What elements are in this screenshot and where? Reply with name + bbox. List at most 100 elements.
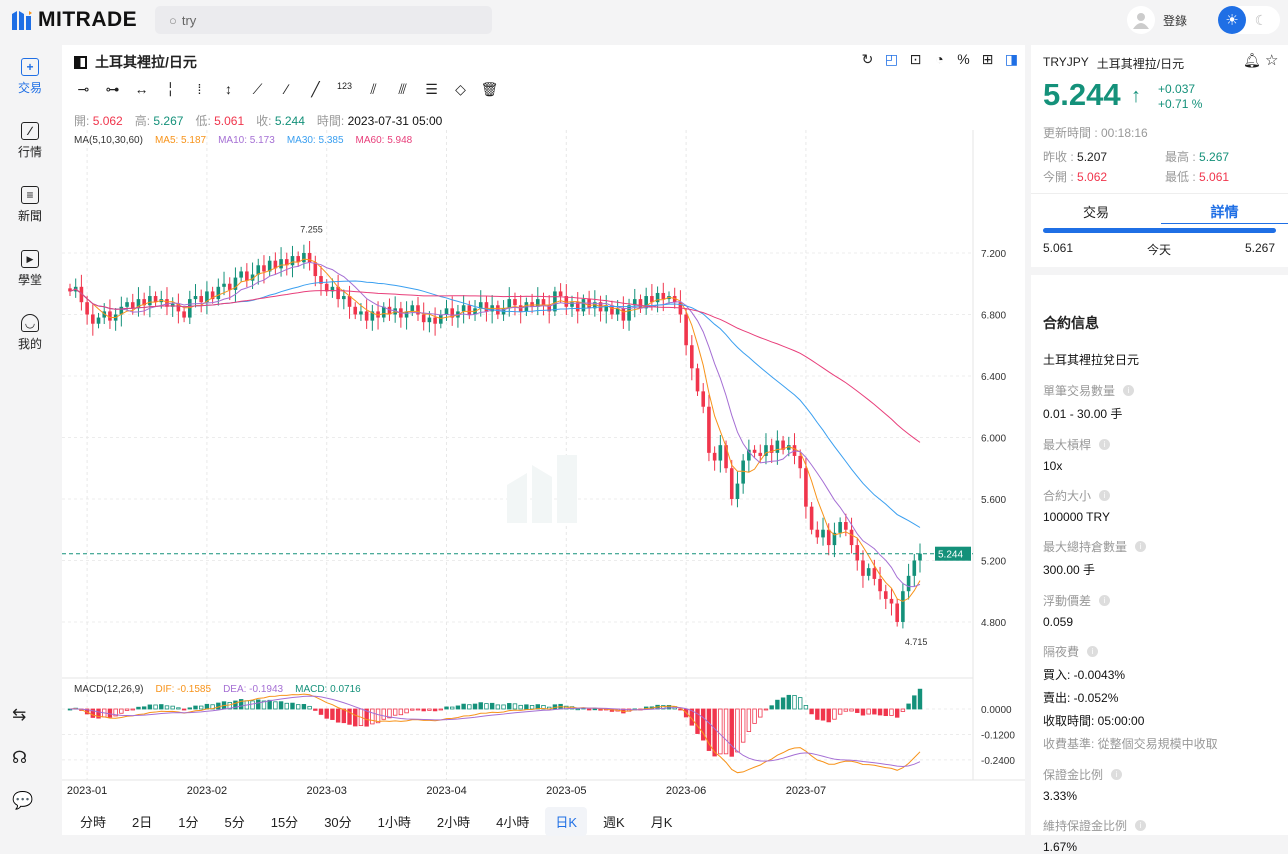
horizontal-segment-icon[interactable]: ⊶ bbox=[105, 81, 120, 97]
candle-body bbox=[872, 568, 877, 579]
sidebar-item-academy[interactable]: ▶ 學堂 bbox=[0, 237, 60, 301]
bell-icon[interactable]: 🔔︎ bbox=[1243, 52, 1261, 68]
chat-icon[interactable]: 💬 bbox=[12, 791, 34, 810]
horizontal-ray-icon[interactable]: ⊸ bbox=[77, 81, 90, 97]
period-6[interactable]: 1小時 bbox=[377, 815, 411, 830]
period-1[interactable]: 2日 bbox=[132, 815, 153, 830]
period-8[interactable]: 4小時 bbox=[496, 815, 530, 830]
login-button[interactable]: 登錄 bbox=[1127, 6, 1187, 34]
candle-body bbox=[319, 276, 323, 284]
info-icon[interactable]: i bbox=[1099, 490, 1111, 501]
macd-histogram-bar bbox=[575, 708, 580, 711]
candle-body bbox=[690, 345, 694, 369]
pie-chart-icon[interactable]: ◔ bbox=[935, 51, 944, 67]
field-label: 最大總持倉數量 bbox=[1043, 540, 1128, 554]
candle-body bbox=[79, 286, 84, 303]
period-2[interactable]: 1分 bbox=[178, 815, 199, 830]
ray-icon[interactable]: ⟋ bbox=[252, 81, 263, 97]
sidebar-item-label: 行情 bbox=[17, 145, 42, 159]
macd-histogram-bar bbox=[729, 708, 734, 757]
candle-body bbox=[125, 302, 129, 307]
candle-body bbox=[313, 262, 318, 277]
info-icon[interactable]: i bbox=[1087, 646, 1099, 657]
fibonacci-icon[interactable]: ⫻ bbox=[398, 81, 407, 97]
info-icon[interactable]: i bbox=[1099, 439, 1111, 450]
macd-histogram-bar bbox=[718, 708, 723, 755]
period-3[interactable]: 5分 bbox=[224, 815, 245, 830]
period-11[interactable]: 月K bbox=[650, 815, 673, 830]
contract-info: 合約信息 土耳其裡拉兌日元 單筆交易數量 i 0.01 - 30.00 手最大槓桿 i… bbox=[1043, 313, 1283, 854]
macd-histogram-bar bbox=[432, 708, 438, 712]
price-tick-label: 6.400 bbox=[981, 372, 1006, 383]
sun-icon[interactable]: ☀ bbox=[1218, 6, 1246, 34]
theme-toggle[interactable]: ☀ ☾ bbox=[1218, 6, 1280, 34]
candlestick-chart[interactable]: 7.200 6.800 6.400 6.000 5.600 5.200 4.800 0.000… bbox=[62, 45, 1025, 795]
star-icon[interactable]: ☆ bbox=[1265, 52, 1279, 69]
period-4[interactable]: 15分 bbox=[270, 815, 299, 830]
candle-body bbox=[410, 305, 415, 312]
candle-body bbox=[855, 545, 860, 561]
period-5[interactable]: 30分 bbox=[324, 815, 352, 830]
draw-icon[interactable]: ◰ bbox=[884, 51, 899, 67]
candle-body bbox=[632, 299, 637, 306]
sidebar-item-trade[interactable]: + 交易 bbox=[0, 45, 60, 109]
watermark-logo bbox=[507, 455, 577, 523]
period-10[interactable]: 週K bbox=[603, 815, 625, 830]
moon-icon[interactable]: ☾ bbox=[1254, 11, 1268, 28]
horizontal-line-icon[interactable]: ↔ bbox=[134, 81, 149, 97]
candle-body bbox=[119, 306, 124, 315]
trash-icon[interactable]: 🗑 bbox=[480, 81, 499, 97]
candle-body bbox=[610, 305, 614, 315]
indicator-icon[interactable]: ⊡ bbox=[909, 51, 922, 67]
macd-histogram-bar bbox=[273, 701, 278, 710]
eraser-icon[interactable]: ◇ bbox=[455, 81, 466, 97]
vertical-segment-icon[interactable]: ⁞ bbox=[197, 81, 202, 97]
search-input[interactable] bbox=[181, 12, 462, 28]
info-icon[interactable]: i bbox=[1111, 769, 1123, 780]
parallel-channel-icon[interactable]: ⫽ bbox=[370, 81, 377, 97]
candle-body bbox=[324, 283, 329, 292]
switch-icon[interactable]: ⇆ bbox=[12, 705, 27, 724]
tab-trade[interactable]: 交易 bbox=[1082, 205, 1109, 220]
refresh-icon[interactable]: ↻ bbox=[861, 51, 874, 67]
period-7[interactable]: 2小時 bbox=[436, 815, 471, 830]
macd-histogram-bar bbox=[855, 708, 860, 713]
sidebar-item-market[interactable]: ∕ 行情 bbox=[0, 109, 60, 173]
tab-details[interactable]: 詳情 bbox=[1210, 204, 1239, 220]
candle-body bbox=[581, 299, 586, 312]
info-icon[interactable]: i bbox=[1135, 541, 1147, 552]
sidebar-item-news[interactable]: ≡ 新聞 bbox=[0, 173, 60, 237]
macd-histogram-bar bbox=[769, 705, 774, 710]
time-value: 2023-07-31 05:00 bbox=[347, 114, 443, 128]
price-line-icon[interactable]: 123 bbox=[336, 81, 353, 91]
candle-body bbox=[387, 306, 392, 315]
sidebar-toggle-icon[interactable]: ◨ bbox=[1004, 51, 1019, 67]
sidebar-item-label: 交易 bbox=[17, 81, 42, 95]
percent-icon[interactable]: % bbox=[957, 51, 970, 67]
period-0[interactable]: 分時 bbox=[80, 815, 107, 830]
candle-body bbox=[216, 286, 221, 300]
price-channel-icon[interactable]: ☰ bbox=[425, 81, 438, 97]
macd-histogram-bar bbox=[341, 708, 347, 724]
period-9[interactable]: 日K bbox=[545, 807, 588, 836]
info-icon[interactable]: i bbox=[1135, 820, 1147, 831]
headset-icon[interactable]: ☊ bbox=[12, 748, 28, 767]
overnight-buy: 買入: -0.0043% bbox=[1043, 668, 1126, 682]
candle-body bbox=[267, 260, 272, 272]
sidebar-item-me[interactable]: ◡ 我的 bbox=[0, 301, 60, 365]
info-icon[interactable]: i bbox=[1123, 385, 1135, 396]
info-icon[interactable]: i bbox=[1099, 595, 1111, 606]
vertical-line-icon[interactable]: ↕ bbox=[225, 81, 232, 97]
logo[interactable]: MITRADE bbox=[10, 8, 137, 32]
panel-toggle-icon[interactable] bbox=[74, 55, 87, 69]
macd-histogram-bar bbox=[119, 708, 124, 714]
search-box[interactable]: ○ bbox=[155, 6, 492, 34]
segment-icon[interactable]: ∕ bbox=[285, 81, 288, 97]
macd-histogram-bar bbox=[860, 708, 866, 716]
candle-body bbox=[729, 468, 734, 499]
straight-line-icon[interactable]: ╱ bbox=[311, 81, 320, 97]
vertical-ray-icon[interactable]: ╎ bbox=[166, 81, 175, 97]
layout-grid-icon[interactable]: ⊞ bbox=[981, 51, 994, 67]
candle-body bbox=[701, 391, 706, 407]
macd-histogram-bar bbox=[170, 705, 175, 710]
